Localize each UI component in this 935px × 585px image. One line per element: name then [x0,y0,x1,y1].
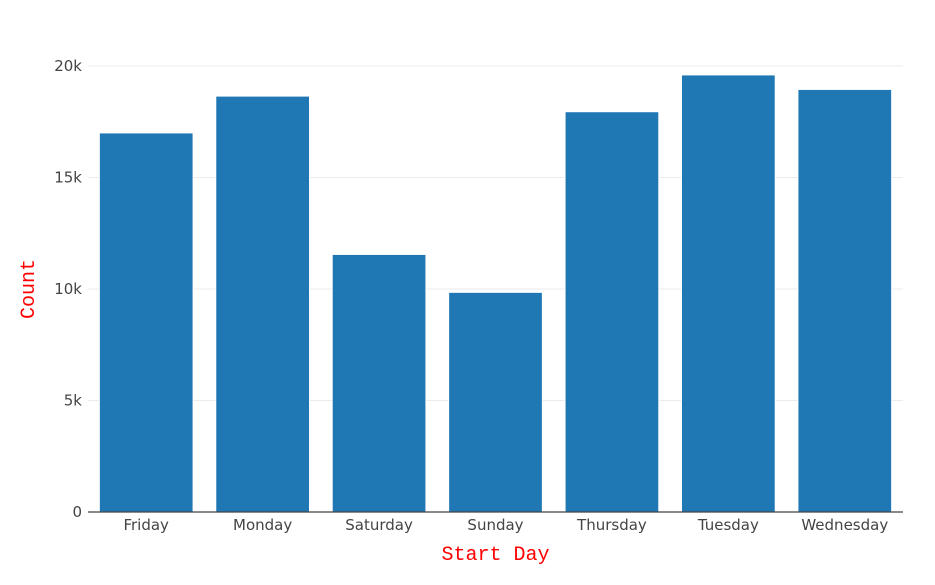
bar-saturday [331,253,427,513]
bar-monday [215,95,311,513]
y-tick-label: 5k [64,392,83,410]
y-tick-labels: 0 5k 10k 15k 20k [54,57,82,521]
y-axis-title: Count [18,259,41,319]
y-tick-label: 10k [54,280,82,298]
x-tick-label: Monday [233,516,292,534]
x-tick-label: Saturday [345,516,413,534]
x-tick-label: Sunday [467,516,523,534]
x-tick-label: Thursday [576,516,647,534]
y-tick-label: 0 [72,503,82,521]
bar-friday [98,132,194,513]
bar-sunday [448,291,543,513]
bars [98,74,893,513]
bar-tuesday [680,74,776,513]
y-tick-label: 20k [54,57,82,75]
bar-thursday [564,111,660,513]
x-tick-label: Tuesday [697,516,759,534]
bar-wednesday [797,88,893,513]
x-axis-title: Start Day [441,544,549,567]
y-tick-label: 15k [54,169,82,187]
x-tick-labels: Friday Monday Saturday Sunday Thursday Tuesda… [123,516,888,534]
x-tick-label: Friday [123,516,169,534]
x-tick-label: Wednesday [801,516,888,534]
